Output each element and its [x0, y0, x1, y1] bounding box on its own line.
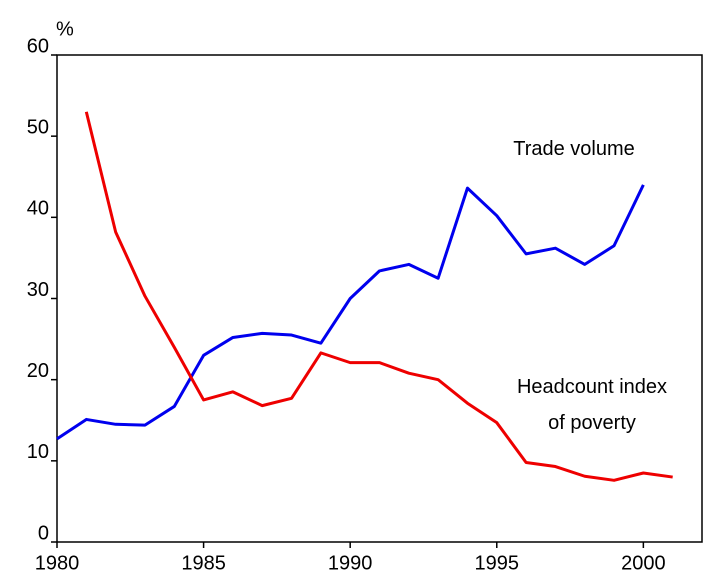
plot-frame	[56, 54, 703, 543]
x-tick-label: 1995	[475, 552, 520, 574]
y-tick-label: 50	[27, 116, 49, 138]
x-tick-label: 1980	[35, 552, 80, 574]
series-label: Headcount index of poverty	[517, 376, 667, 434]
series-label: Trade volume	[513, 138, 635, 160]
series-line	[56, 184, 645, 441]
y-tick-label: 40	[27, 198, 49, 220]
x-tick-label: 1990	[328, 552, 373, 574]
y-axis-label: %	[56, 18, 74, 40]
x-tick-label: 2000	[621, 552, 666, 574]
series-line	[84, 111, 673, 482]
y-tick-label: 10	[27, 441, 49, 463]
y-tick-label: 0	[38, 522, 49, 544]
y-tick-label: 30	[27, 279, 49, 301]
y-tick-label: 60	[27, 35, 49, 57]
y-tick-label: 20	[27, 360, 49, 382]
x-tick-label: 1985	[181, 552, 226, 574]
